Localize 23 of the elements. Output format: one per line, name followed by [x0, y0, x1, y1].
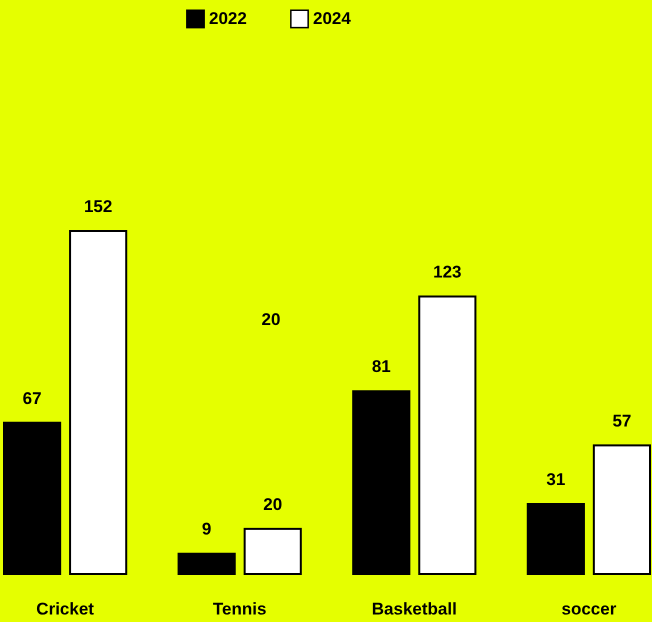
data-label: 81	[372, 357, 391, 376]
data-label: 67	[22, 388, 42, 408]
legend-label: 2024	[313, 8, 352, 28]
data-label: 20	[263, 494, 282, 514]
bar	[69, 230, 128, 575]
bar	[3, 422, 62, 575]
annotation: 20	[262, 310, 280, 329]
bar	[526, 503, 585, 575]
bar	[178, 552, 236, 575]
data-label: 9	[202, 520, 212, 539]
x-tick-label: Tennis	[212, 600, 266, 618]
x-tick-label: Cricket	[36, 600, 94, 618]
data-label: 57	[612, 411, 632, 430]
bar	[352, 390, 410, 575]
x-tick-label: soccer	[561, 600, 617, 618]
data-label: 123	[433, 262, 462, 282]
data-label: 152	[84, 197, 112, 216]
x-tick-label: Basketball	[372, 600, 457, 618]
bar	[418, 295, 476, 575]
bar	[592, 444, 651, 575]
legend-label: 2022	[209, 8, 247, 28]
bar	[244, 528, 302, 575]
data-label: 31	[546, 470, 566, 490]
